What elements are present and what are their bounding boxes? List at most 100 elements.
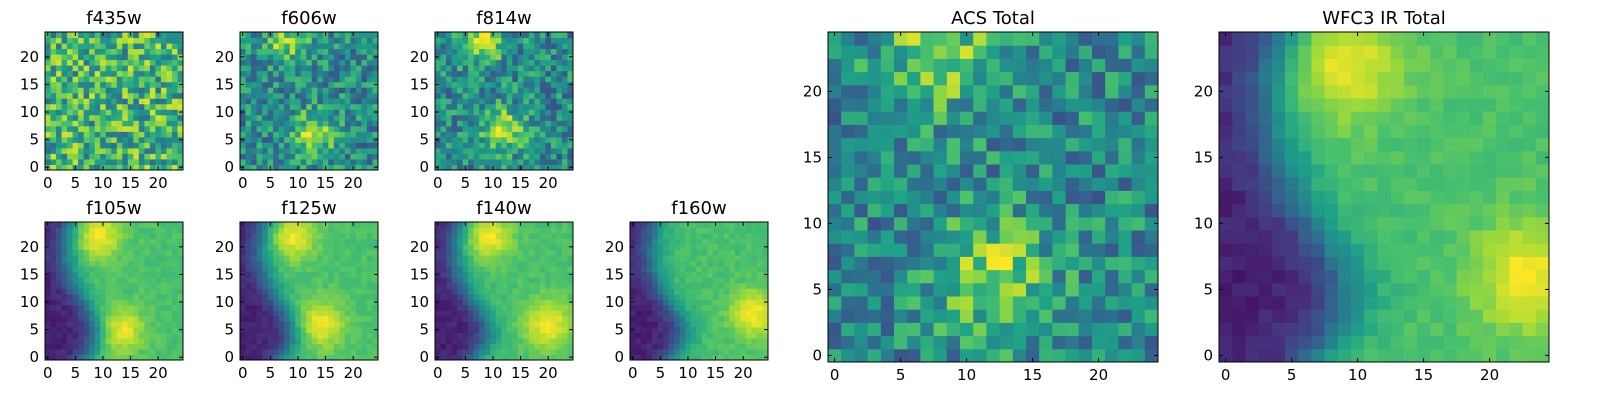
heatmap-cell: [111, 310, 118, 317]
heatmap-cell: [446, 244, 453, 251]
heatmap-cell: [61, 65, 68, 72]
heatmap-cell: [111, 54, 118, 61]
heatmap-cell: [534, 32, 541, 39]
heatmap-cell: [56, 321, 63, 328]
heatmap-cell: [880, 348, 895, 363]
heatmap-cell: [561, 147, 568, 154]
y-tick-label: 15: [215, 265, 234, 283]
heatmap-cell: [457, 277, 464, 284]
heatmap-cell: [561, 164, 568, 171]
heatmap-cell: [561, 125, 568, 132]
heatmap-cell: [657, 326, 664, 333]
heatmap-cell: [712, 227, 719, 234]
heatmap-cell: [468, 337, 475, 344]
heatmap-cell: [72, 271, 79, 278]
heatmap-cell: [333, 271, 340, 278]
heatmap-cell: [278, 244, 285, 251]
heatmap-cell: [116, 343, 123, 350]
heatmap-cell: [256, 76, 263, 83]
heatmap-cell: [550, 59, 557, 66]
heatmap-cell: [295, 48, 302, 55]
heatmap-cell: [89, 109, 96, 116]
heatmap-cell: [528, 277, 535, 284]
heatmap-cell: [177, 32, 184, 39]
heatmap-cell: [528, 153, 535, 160]
y-tick-label: 0: [614, 348, 624, 366]
heatmap-cell: [854, 269, 869, 284]
heatmap-cell: [278, 326, 285, 333]
heatmap-cell: [545, 343, 552, 350]
heatmap-cell: [105, 70, 112, 77]
heatmap-cell: [317, 81, 324, 88]
heatmap-cell: [545, 147, 552, 154]
heatmap-cell: [289, 326, 296, 333]
heatmap-cell: [652, 343, 659, 350]
heatmap-cell: [462, 136, 469, 143]
heatmap-cell: [1131, 190, 1146, 205]
x-tick-label: 5: [461, 174, 471, 192]
heatmap-cell: [457, 153, 464, 160]
heatmap-cell: [556, 131, 563, 138]
heatmap-cell: [295, 304, 302, 311]
heatmap-cell: [484, 348, 491, 355]
heatmap-cell: [490, 142, 497, 149]
heatmap-cell: [251, 277, 258, 284]
heatmap-cell: [1052, 309, 1067, 323]
heatmap-cell: [506, 282, 513, 289]
heatmap-cell: [561, 103, 568, 110]
heatmap-cell: [473, 332, 480, 339]
heatmap-cell: [479, 59, 486, 66]
heatmap-cell: [289, 354, 296, 361]
heatmap-cell: [674, 348, 681, 355]
heatmap-cell: [284, 103, 291, 110]
heatmap-cell: [973, 309, 987, 323]
heatmap-cell: [56, 153, 63, 160]
heatmap-cell: [512, 332, 519, 339]
heatmap-cell: [366, 348, 373, 355]
heatmap-cell: [1118, 348, 1133, 363]
heatmap-cell: [701, 260, 708, 267]
heatmap-cell: [350, 315, 357, 322]
heatmap-cell: [166, 288, 173, 295]
heatmap-cell: [94, 249, 101, 256]
heatmap-cell: [729, 233, 736, 240]
heatmap-cell: [1118, 203, 1133, 218]
heatmap-cell: [828, 230, 842, 244]
heatmap-cell: [867, 348, 882, 363]
heatmap-cell: [372, 43, 379, 50]
heatmap-cell: [339, 255, 346, 262]
heatmap-cell: [539, 227, 546, 234]
heatmap-cell: [317, 271, 324, 278]
heatmap-cell: [435, 76, 442, 83]
heatmap-cell: [89, 98, 96, 105]
heatmap-cell: [127, 158, 134, 165]
heatmap-cell: [366, 32, 373, 39]
heatmap-cell: [545, 153, 552, 160]
heatmap-cell: [745, 293, 752, 300]
heatmap-cell: [361, 266, 368, 273]
heatmap-cell: [155, 282, 162, 289]
heatmap-cell: [295, 87, 302, 94]
heatmap-cell: [355, 332, 362, 339]
heatmap-cell: [89, 120, 96, 127]
heatmap-cell: [652, 310, 659, 317]
heatmap-cell: [523, 288, 530, 295]
heatmap-cell: [273, 70, 280, 77]
heatmap-cell: [251, 222, 258, 229]
heatmap-cell: [333, 120, 340, 127]
heatmap-cell: [1144, 269, 1159, 284]
heatmap-cell: [251, 299, 258, 306]
heatmap-cell: [495, 304, 502, 311]
heatmap-cell: [333, 98, 340, 105]
heatmap-cell: [495, 103, 502, 110]
heatmap-cell: [696, 266, 703, 273]
heatmap-cell: [311, 54, 318, 61]
heatmap-cell: [322, 288, 329, 295]
heatmap-cell: [72, 233, 79, 240]
heatmap-cell: [300, 109, 307, 116]
heatmap-cell: [155, 158, 162, 165]
heatmap-cell: [344, 315, 351, 322]
heatmap-cell: [105, 131, 112, 138]
heatmap-cell: [372, 59, 379, 66]
